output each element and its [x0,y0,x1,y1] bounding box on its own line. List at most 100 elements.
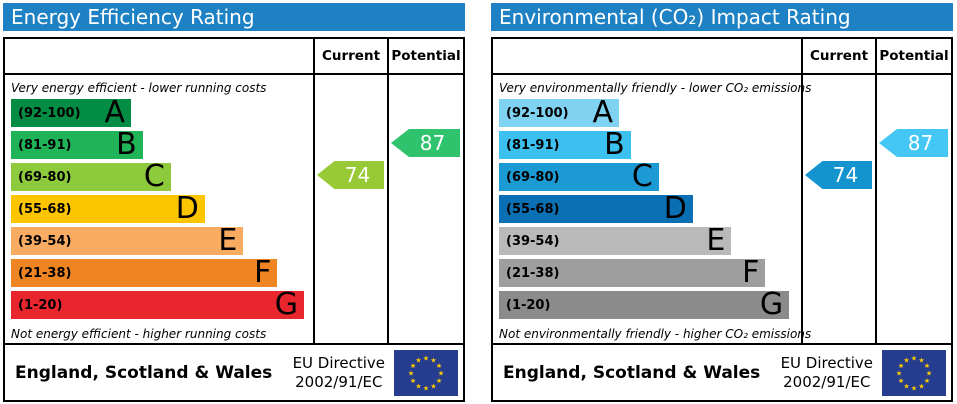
environmental-potential-value: 87 [907,131,934,155]
band-range: (92-100) [506,105,569,121]
energy-potential-arrow: 87 [391,129,460,157]
energy-potential-cell: 87 [387,75,463,343]
environmental-current-arrow: 74 [805,161,872,189]
band-letter: A [104,95,125,130]
band-letter: D [175,191,199,226]
svg-text:★: ★ [423,384,429,392]
eu-directive-line1: EU Directive [780,353,873,372]
energy-bands-cell: Very energy efficient - lower running co… [5,75,313,343]
band-b: (81-91) B [11,127,143,162]
band-letter: G [274,287,299,322]
potential-column-header: Potential [387,39,463,73]
band-range: (1-20) [506,297,551,313]
eu-flag-icon: ★ ★★ ★★★ ★★★ ★★★ [394,349,458,396]
region-label: England, Scotland & Wales [15,362,273,383]
svg-text:★: ★ [430,382,436,390]
svg-text:★: ★ [415,382,421,390]
band-letter: F [254,255,272,290]
current-column-header: Current [801,39,875,73]
svg-text:★: ★ [924,362,930,370]
band-letter: C [143,159,165,194]
band-range: (92-100) [18,105,81,121]
environmental-bands-cell: Very environmentally friendly - lower CO… [493,75,812,343]
band-d: (55-68) D [11,191,205,226]
svg-text:★: ★ [896,369,902,377]
environmental-current-cell: 74 [801,75,875,343]
energy-panel-title: Energy Efficiency Rating [3,3,465,31]
environmental-footer: England, Scotland & Wales EU Directive 2… [493,343,951,400]
svg-text:★: ★ [911,384,917,392]
band-letter: D [663,191,687,226]
svg-text:★: ★ [415,356,421,364]
bottom-note: Not energy efficient - higher running co… [11,327,267,341]
top-note: Very energy efficient - lower running co… [11,81,267,95]
svg-text:★: ★ [438,369,444,377]
svg-text:★: ★ [410,362,416,370]
energy-table-header: Current Potential [5,39,463,75]
svg-text:★: ★ [918,356,924,364]
header-spacer [493,39,801,73]
band-c: (69-80) C [499,159,659,194]
eu-directive-label: EU Directive 2002/91/EC [781,354,873,392]
region-label: England, Scotland & Wales [503,362,761,383]
band-letter: C [631,159,653,194]
band-f: (21-38) F [499,258,766,288]
environmental-potential-cell: 87 [875,75,951,343]
band-a: (92-100) A [11,95,131,130]
header-spacer [5,39,313,73]
environmental-current-value: 74 [832,163,859,187]
top-note: Very environmentally friendly - lower CO… [499,81,812,95]
environmental-panel-title: Environmental (CO₂) Impact Rating [491,3,953,31]
environmental-table-header: Current Potential [493,39,951,75]
environmental-impact-panel: Environmental (CO₂) Impact Rating Curren… [491,3,953,402]
band-g: (1-20) G [11,287,305,322]
energy-footer: England, Scotland & Wales EU Directive 2… [5,343,463,400]
svg-text:★: ★ [903,356,909,364]
band-range: (21-38) [506,265,560,281]
energy-rating-table: Current Potential Very energy efficient … [3,37,465,402]
band-range: (39-54) [506,233,560,249]
band-range: (69-80) [18,169,72,185]
svg-text:★: ★ [423,354,429,362]
environmental-rating-table: Current Potential Very environmentally f… [491,37,953,402]
band-a: (92-100) A [499,95,619,130]
svg-text:★: ★ [898,362,904,370]
eu-directive-label: EU Directive 2002/91/EC [293,354,385,392]
eu-directive-line1: EU Directive [292,353,385,372]
band-b: (81-91) B [499,127,631,162]
svg-text:★: ★ [410,377,416,385]
svg-text:★: ★ [918,382,924,390]
band-range: (55-68) [18,201,72,217]
band-range: (81-91) [18,137,72,153]
band-e: (39-54) E [11,226,244,256]
band-letter: B [116,127,137,162]
band-c: (69-80) C [11,159,171,194]
band-range: (1-20) [18,297,63,313]
band-letter: E [706,223,726,258]
band-letter: A [592,95,613,130]
environmental-potential-arrow: 87 [879,129,948,157]
svg-text:★: ★ [408,369,414,377]
potential-column-header: Potential [875,39,951,73]
svg-text:★: ★ [436,377,442,385]
band-range: (21-38) [18,265,72,281]
band-letter: G [759,287,784,322]
bottom-note: Not environmentally friendly - higher CO… [499,327,812,341]
svg-text:★: ★ [436,362,442,370]
svg-text:★: ★ [911,354,917,362]
svg-text:★: ★ [926,369,932,377]
environmental-table-body: Very environmentally friendly - lower CO… [493,75,951,343]
band-f: (21-38) F [11,255,278,290]
eu-directive-line2: 2002/91/EC [783,372,871,391]
eu-flag-icon: ★ ★★ ★★★ ★★★ ★★★ [882,349,946,396]
band-d: (55-68) D [499,191,693,226]
svg-text:★: ★ [924,377,930,385]
band-range: (69-80) [506,169,560,185]
band-g: (1-20) G [499,287,790,322]
energy-table-body: Very energy efficient - lower running co… [5,75,463,343]
energy-current-cell: 74 [313,75,387,343]
current-column-header: Current [313,39,387,73]
energy-potential-value: 87 [419,131,446,155]
band-letter: B [604,127,625,162]
